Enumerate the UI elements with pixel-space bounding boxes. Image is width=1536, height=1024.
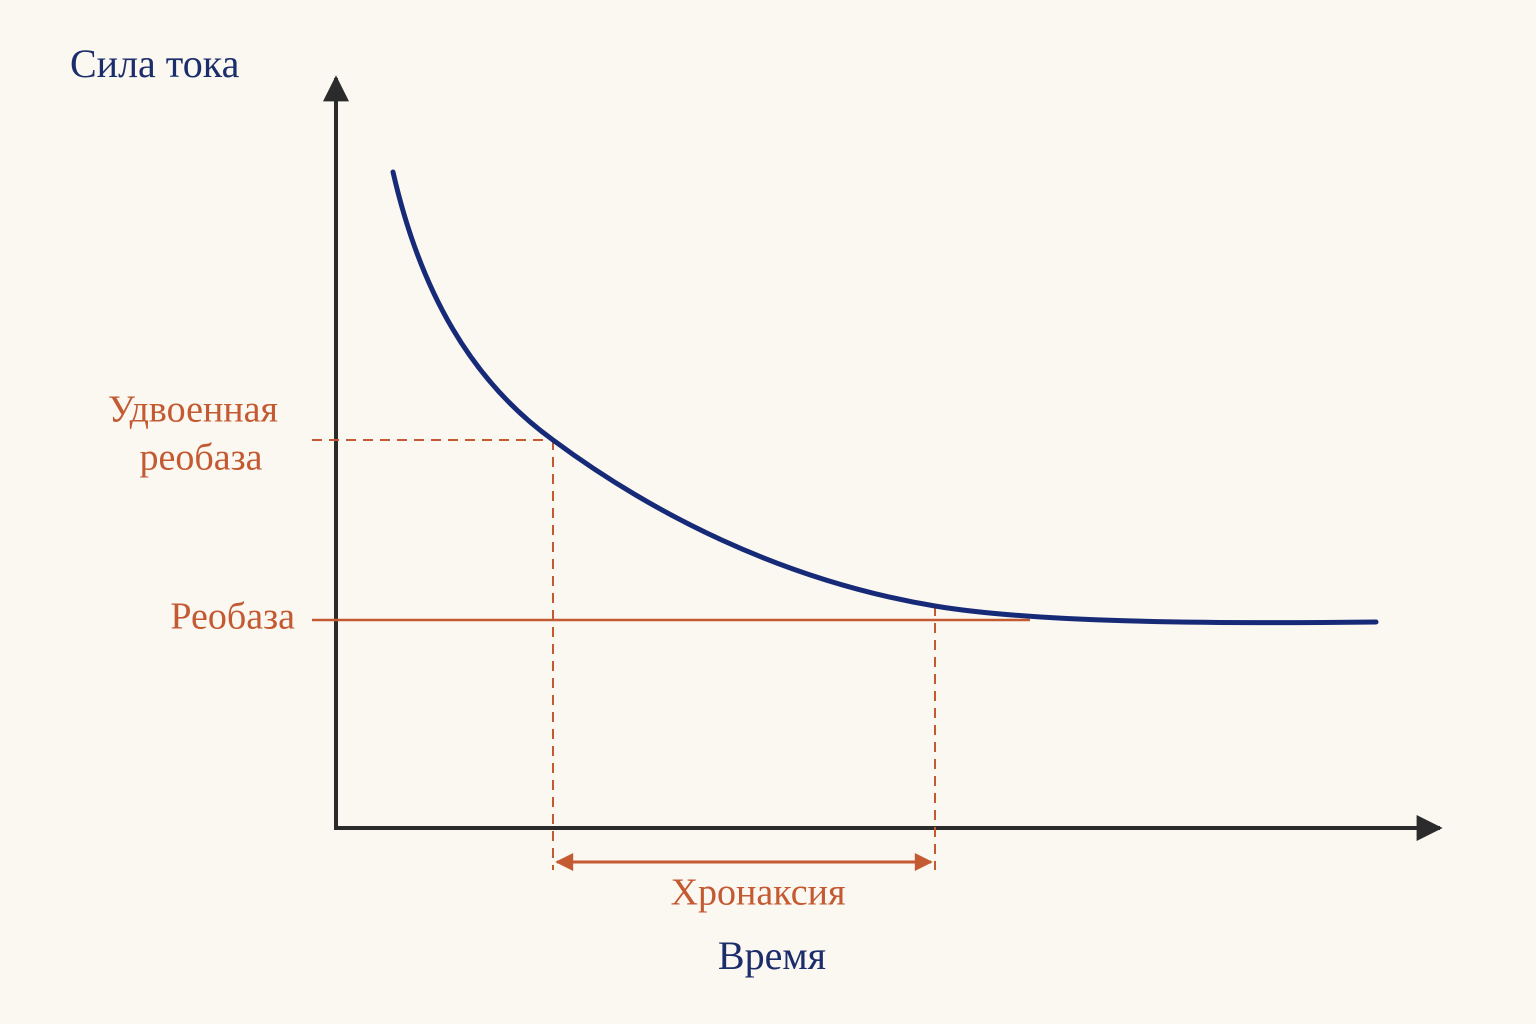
double-rheobase-label: реобаза [140,437,263,479]
chronaxie-label: Хронаксия [671,872,846,914]
y-axis-label: Сила тока [70,41,240,86]
double-rheobase-label: Удвоенная [108,389,278,431]
strength-duration-curve [390,169,1379,626]
rheobase-label: Реобаза [170,596,295,638]
x-axis-label: Время [718,933,826,978]
